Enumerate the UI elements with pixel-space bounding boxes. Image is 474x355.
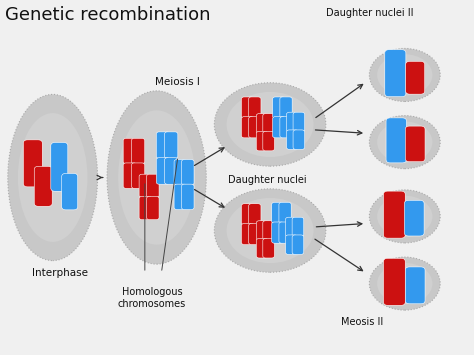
Circle shape <box>377 196 432 237</box>
Circle shape <box>377 263 432 304</box>
FancyBboxPatch shape <box>146 174 159 197</box>
FancyBboxPatch shape <box>123 163 137 189</box>
FancyBboxPatch shape <box>174 184 187 209</box>
FancyBboxPatch shape <box>51 142 68 191</box>
Text: Meosis II: Meosis II <box>341 317 383 327</box>
FancyBboxPatch shape <box>249 204 261 225</box>
Circle shape <box>214 83 326 166</box>
Circle shape <box>369 48 440 102</box>
FancyBboxPatch shape <box>279 202 291 224</box>
FancyBboxPatch shape <box>385 50 406 97</box>
FancyBboxPatch shape <box>386 118 407 163</box>
FancyBboxPatch shape <box>293 112 305 132</box>
FancyBboxPatch shape <box>383 191 405 238</box>
Circle shape <box>369 190 440 243</box>
FancyBboxPatch shape <box>273 117 285 138</box>
Ellipse shape <box>118 110 195 245</box>
FancyBboxPatch shape <box>263 239 274 258</box>
FancyBboxPatch shape <box>249 117 261 138</box>
Text: Daughter nuclei II: Daughter nuclei II <box>326 8 413 18</box>
FancyBboxPatch shape <box>256 221 268 240</box>
FancyBboxPatch shape <box>34 166 52 206</box>
Ellipse shape <box>8 94 98 261</box>
FancyBboxPatch shape <box>139 196 152 220</box>
FancyBboxPatch shape <box>164 158 178 184</box>
FancyBboxPatch shape <box>292 217 304 237</box>
Text: Homologous
chromosomes: Homologous chromosomes <box>118 287 186 309</box>
FancyBboxPatch shape <box>139 174 152 197</box>
FancyBboxPatch shape <box>404 200 424 236</box>
FancyBboxPatch shape <box>146 196 159 220</box>
FancyBboxPatch shape <box>285 217 297 237</box>
Text: Meiosis I: Meiosis I <box>155 77 201 87</box>
FancyBboxPatch shape <box>293 130 305 149</box>
FancyBboxPatch shape <box>256 131 268 151</box>
FancyBboxPatch shape <box>292 235 304 255</box>
FancyBboxPatch shape <box>241 117 254 138</box>
FancyBboxPatch shape <box>256 239 268 258</box>
Circle shape <box>377 121 432 163</box>
FancyBboxPatch shape <box>249 223 261 245</box>
Circle shape <box>227 92 314 157</box>
Ellipse shape <box>18 113 88 242</box>
FancyBboxPatch shape <box>286 130 298 149</box>
FancyBboxPatch shape <box>383 258 405 305</box>
FancyBboxPatch shape <box>406 61 425 94</box>
FancyBboxPatch shape <box>405 267 425 304</box>
FancyBboxPatch shape <box>123 138 137 164</box>
FancyBboxPatch shape <box>182 184 194 209</box>
Circle shape <box>214 189 326 272</box>
Circle shape <box>369 116 440 169</box>
Circle shape <box>369 257 440 310</box>
FancyBboxPatch shape <box>131 163 145 189</box>
Ellipse shape <box>107 91 206 264</box>
Circle shape <box>227 198 314 263</box>
Text: Genetic recombination: Genetic recombination <box>5 6 211 24</box>
FancyBboxPatch shape <box>241 97 254 118</box>
FancyBboxPatch shape <box>273 97 285 118</box>
FancyBboxPatch shape <box>164 132 178 158</box>
FancyBboxPatch shape <box>279 222 291 243</box>
FancyBboxPatch shape <box>241 204 254 225</box>
FancyBboxPatch shape <box>280 117 292 138</box>
FancyBboxPatch shape <box>131 138 145 164</box>
FancyBboxPatch shape <box>249 97 261 118</box>
FancyBboxPatch shape <box>263 221 274 240</box>
FancyBboxPatch shape <box>263 114 274 133</box>
FancyBboxPatch shape <box>174 159 187 185</box>
FancyBboxPatch shape <box>272 222 284 243</box>
FancyBboxPatch shape <box>62 174 78 210</box>
FancyBboxPatch shape <box>23 140 42 187</box>
FancyBboxPatch shape <box>156 132 170 158</box>
Circle shape <box>377 54 432 95</box>
FancyBboxPatch shape <box>286 112 298 132</box>
Text: Daughter nuclei: Daughter nuclei <box>228 175 307 185</box>
FancyBboxPatch shape <box>280 97 292 118</box>
Text: Interphase: Interphase <box>32 268 88 278</box>
FancyBboxPatch shape <box>241 223 254 245</box>
FancyBboxPatch shape <box>405 126 425 162</box>
FancyBboxPatch shape <box>256 114 268 133</box>
FancyBboxPatch shape <box>156 158 170 184</box>
FancyBboxPatch shape <box>285 235 297 255</box>
FancyBboxPatch shape <box>182 159 194 185</box>
FancyBboxPatch shape <box>263 131 274 151</box>
FancyBboxPatch shape <box>272 202 284 224</box>
